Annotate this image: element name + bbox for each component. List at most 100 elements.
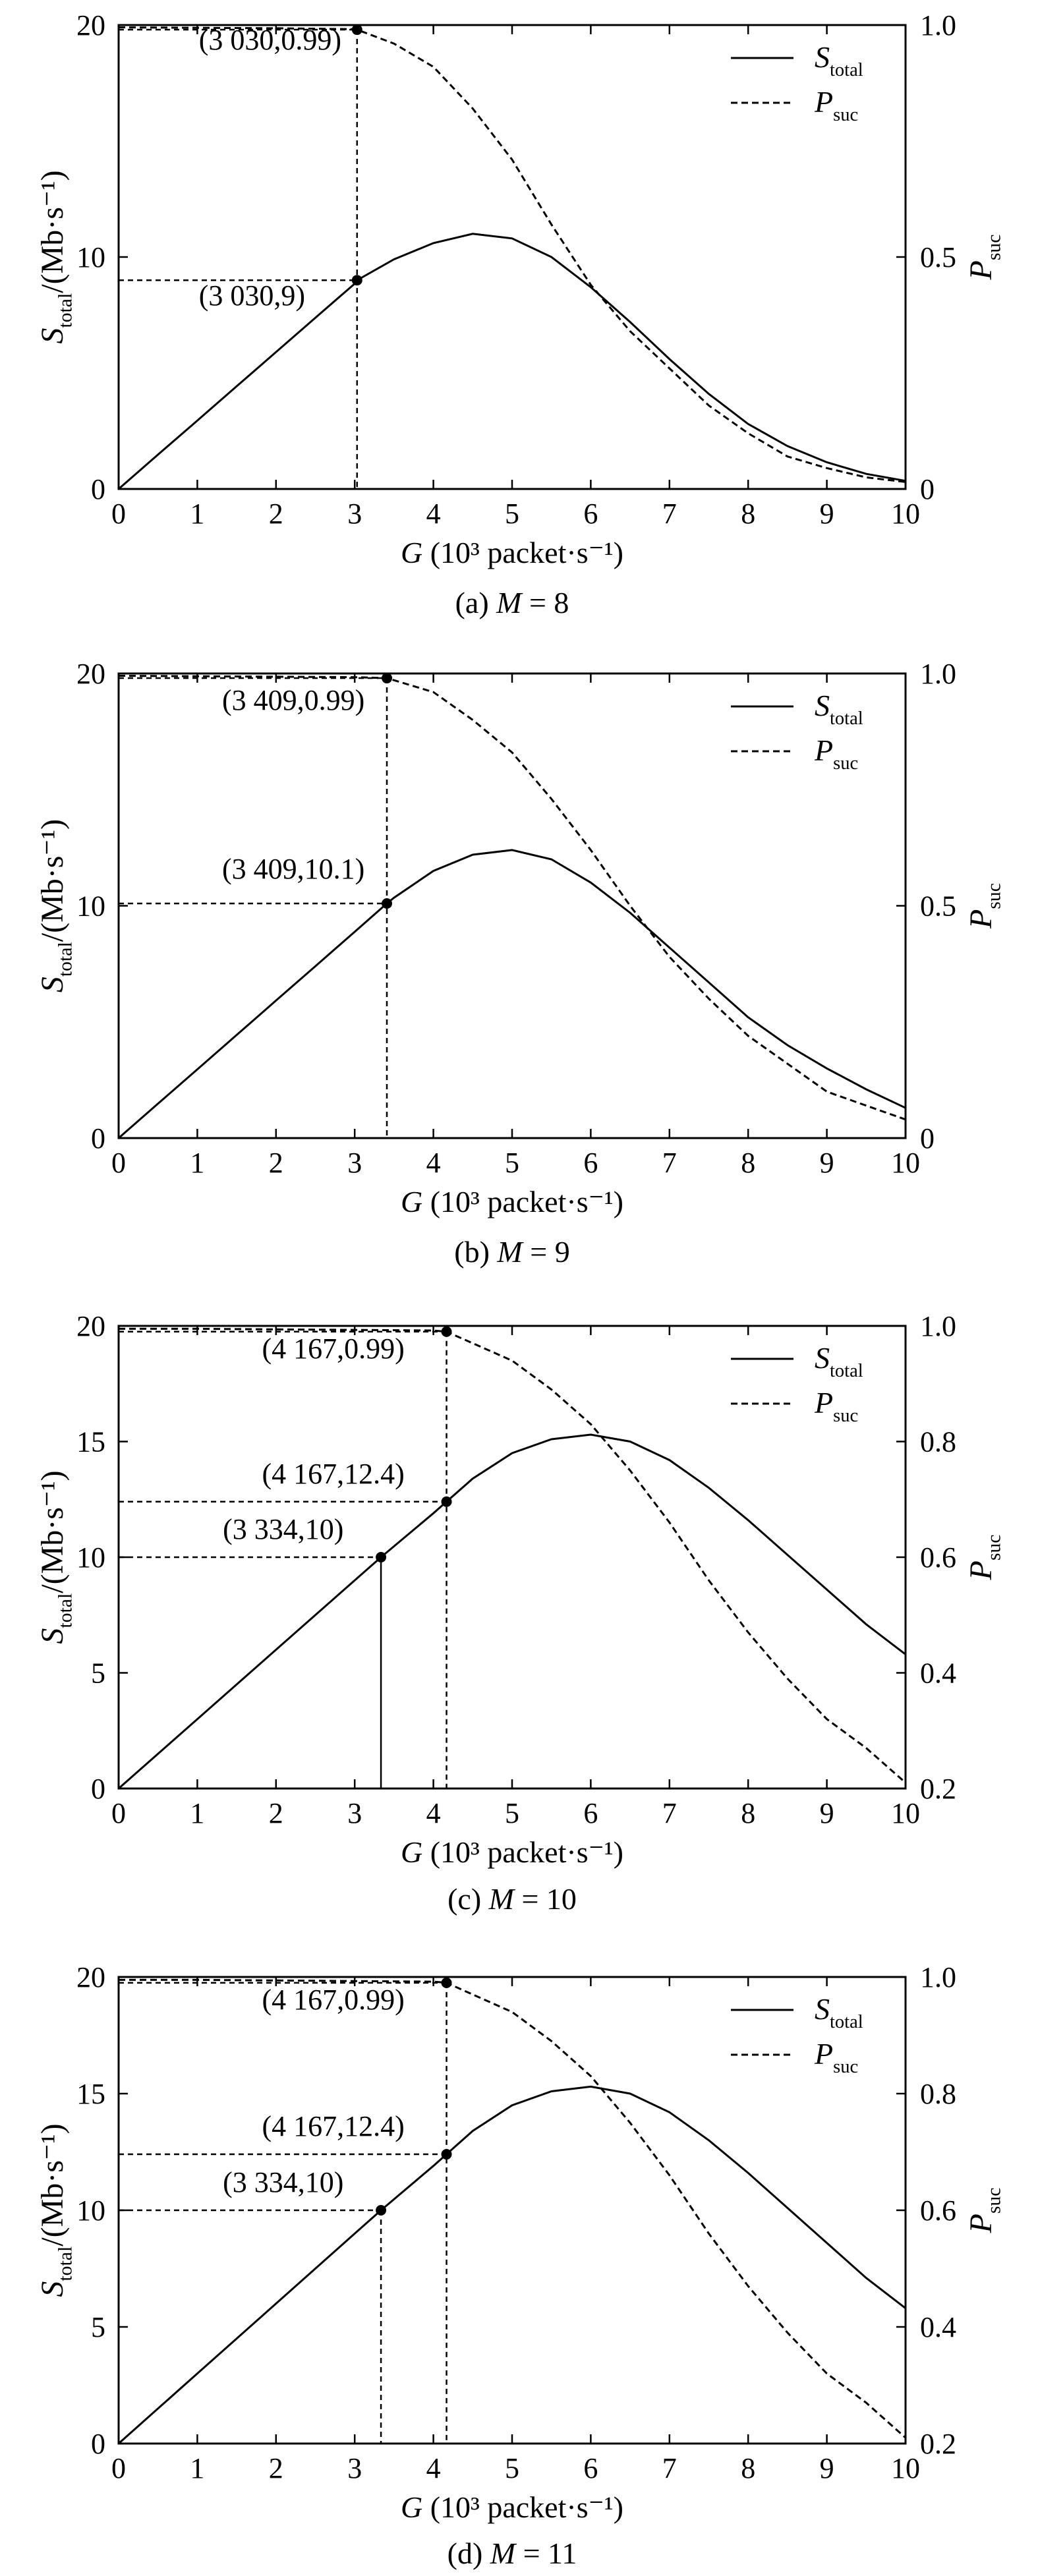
y-right-tick-label: 1.0	[920, 1961, 956, 1993]
panel-caption: (c) M = 10	[447, 1882, 577, 1916]
legend-entry: Psuc	[814, 1386, 858, 1426]
x-axis-title: G (10³ packet·s⁻¹)	[401, 536, 623, 569]
annotation-point	[441, 1496, 452, 1507]
y-right-axis-title: Psuc	[964, 1535, 1004, 1581]
legend-entry: Psuc	[814, 733, 858, 774]
series-line-stotal	[118, 2085, 906, 2445]
series-line-psuc	[119, 1327, 906, 1784]
y-right-axis-title: Psuc	[964, 2188, 1004, 2234]
annotation-label: (4 167,0.99)	[262, 1984, 405, 2016]
panel-caption: (d) M = 11	[447, 2536, 577, 2570]
x-tick-label: 4	[426, 2452, 441, 2484]
x-tick-label: 2	[269, 1797, 283, 1829]
y-left-tick-label: 15	[76, 2078, 105, 2110]
series-line-psuc	[119, 1978, 906, 2439]
x-tick-label: 9	[820, 498, 834, 530]
y-left-axis-title: Stotal/(Mb·s⁻¹)	[35, 819, 76, 992]
x-tick-label: 8	[741, 498, 755, 530]
legend-entry: Stotal	[815, 689, 863, 729]
x-tick-label: 5	[505, 2452, 519, 2484]
series-line-stotal	[118, 233, 906, 490]
panel-caption: (a) M = 8	[455, 586, 569, 619]
y-left-tick-label: 10	[76, 241, 105, 273]
y-left-axis-title: Stotal/(Mb·s⁻¹)	[35, 1470, 76, 1644]
x-tick-label: 4	[426, 1147, 441, 1179]
annotation-label: (4 167,12.4)	[262, 1458, 405, 1490]
panel-caption: (b) M = 9	[454, 1235, 569, 1269]
x-tick-label: 8	[741, 2452, 755, 2484]
x-tick-label: 0	[111, 1147, 126, 1179]
x-tick-label: 10	[891, 2452, 920, 2484]
y-right-tick-label: 0.5	[920, 890, 956, 923]
annotation-label: (3 030,9)	[199, 279, 305, 312]
y-left-tick-label: 0	[91, 2428, 105, 2460]
x-tick-label: 5	[505, 1797, 519, 1829]
series-line-psuc	[118, 675, 906, 1121]
x-tick-label: 7	[662, 1797, 677, 1829]
annotation-point	[441, 2149, 452, 2160]
x-tick-label: 1	[190, 1797, 204, 1829]
x-tick-label: 0	[111, 2452, 126, 2484]
y-left-tick-label: 20	[76, 1961, 105, 1993]
annotation-label: (4 167,0.99)	[262, 1332, 405, 1365]
legend-entry: Stotal	[815, 1341, 863, 1381]
annotation-label: (3 409,10.1)	[222, 853, 364, 885]
y-left-tick-label: 5	[91, 2311, 105, 2343]
x-tick-label: 2	[269, 1147, 283, 1179]
x-tick-label: 6	[583, 498, 598, 530]
x-tick-label: 0	[111, 498, 126, 530]
y-right-tick-label: 0.2	[920, 1773, 956, 1805]
annotation-label: (3 030,0.99)	[199, 24, 341, 56]
y-right-tick-label: 1.0	[920, 1310, 956, 1342]
x-tick-label: 1	[190, 498, 204, 530]
x-tick-label: 1	[190, 2452, 204, 2484]
x-tick-label: 6	[583, 1797, 598, 1829]
y-right-axis-title: Psuc	[964, 883, 1004, 929]
x-tick-label: 9	[820, 2452, 834, 2484]
x-tick-label: 4	[426, 1797, 441, 1829]
y-right-tick-label: 1.0	[920, 658, 956, 690]
series-line-stotal	[118, 1433, 906, 1790]
y-left-axis-title: Stotal/(Mb·s⁻¹)	[35, 170, 76, 343]
x-tick-label: 9	[820, 1797, 834, 1829]
y-right-tick-label: 0.4	[920, 2311, 956, 2343]
x-tick-label: 7	[662, 1147, 677, 1179]
y-right-tick-label: 0.6	[920, 2194, 956, 2227]
y-left-tick-label: 0	[91, 1773, 105, 1805]
x-tick-label: 3	[347, 1797, 362, 1829]
y-right-tick-label: 0	[920, 1122, 935, 1155]
chart-panel: 0 1 2 3 4 5 6 7 8 9 10 0 5 10 15 20 0.2 0.4 0.6 0.8 1.0 G (10…	[35, 1310, 1004, 1916]
x-tick-label: 4	[426, 498, 441, 530]
x-tick-label: 10	[891, 1147, 920, 1179]
y-left-axis-title: Stotal/(Mb·s⁻¹)	[35, 2123, 76, 2297]
y-right-axis-title: Psuc	[964, 235, 1004, 281]
y-left-tick-label: 10	[76, 2194, 105, 2227]
annotation-point	[382, 673, 393, 684]
annotation-label: (3 334,10)	[223, 1513, 343, 1545]
y-left-tick-label: 20	[76, 658, 105, 690]
plot-frame	[117, 24, 907, 490]
x-tick-label: 8	[741, 1797, 755, 1829]
series-line-psuc	[118, 26, 906, 483]
x-tick-label: 3	[347, 2452, 362, 2484]
y-left-tick-label: 10	[76, 890, 105, 923]
y-right-tick-label: 0.8	[920, 1426, 956, 1458]
x-axis-title: G (10³ packet·s⁻¹)	[401, 2490, 623, 2524]
x-tick-label: 10	[891, 498, 920, 530]
plot-frame	[117, 1325, 907, 1790]
legend-entry: Psuc	[814, 2037, 858, 2077]
annotation-label: (3 409,0.99)	[222, 684, 364, 716]
x-tick-label: 2	[269, 498, 283, 530]
x-tick-label: 1	[190, 1147, 204, 1179]
x-tick-label: 6	[583, 2452, 598, 2484]
y-left-tick-label: 20	[76, 9, 105, 42]
x-tick-label: 10	[891, 1797, 920, 1829]
x-tick-label: 9	[820, 1147, 834, 1179]
x-tick-label: 7	[662, 498, 677, 530]
y-right-tick-label: 0.5	[920, 241, 956, 273]
x-tick-label: 2	[269, 2452, 283, 2484]
x-tick-label: 7	[662, 2452, 677, 2484]
y-left-tick-label: 15	[76, 1426, 105, 1458]
